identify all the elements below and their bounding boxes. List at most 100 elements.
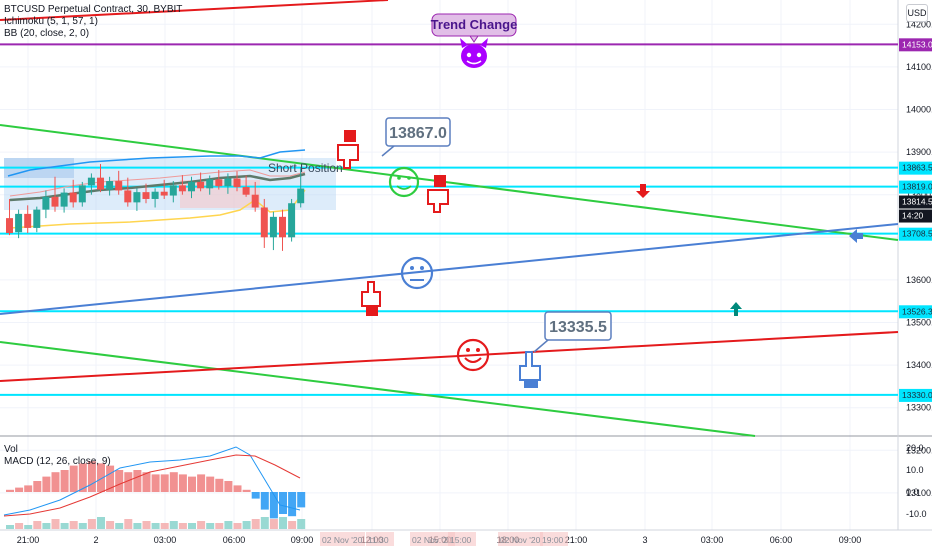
time-highlight-bg — [410, 532, 455, 546]
trendline-green-upper[interactable] — [0, 124, 899, 241]
candle-body — [178, 185, 186, 192]
volume-bar — [160, 523, 169, 529]
volume-bar — [60, 523, 69, 529]
volume-bar — [233, 523, 242, 529]
price-label-bg — [899, 305, 932, 319]
price-tick-label: 13800.0 — [906, 190, 932, 200]
macd-histogram-bar — [279, 492, 287, 514]
price-label: 14:20 — [902, 211, 924, 221]
macd-histogram-bar — [178, 474, 187, 492]
macd-histogram-bar — [69, 465, 78, 492]
trendline-red-bottom[interactable] — [0, 331, 899, 382]
candle-body — [6, 218, 13, 234]
time-highlight-bg — [540, 532, 568, 546]
candle-body — [60, 192, 68, 207]
macd-histogram-bar — [188, 476, 196, 492]
macd-histogram-bar — [288, 492, 297, 517]
candle-body — [169, 185, 177, 196]
price-label: 14153.0 — [902, 39, 932, 49]
macd-signal — [3, 454, 301, 517]
volume-bar — [51, 519, 60, 529]
callout-13335[interactable]: 13335.5 — [533, 311, 612, 353]
candle-body — [288, 203, 296, 238]
macd-histogram-bar — [78, 463, 87, 492]
macd-histogram-bar — [142, 472, 151, 492]
price-tick-label: 13200.0 — [906, 445, 932, 455]
time-highlight-label: 02 Nov '20 — [322, 535, 363, 545]
macd-histogram-bar — [233, 485, 242, 492]
price-tick-label: 14200.0 — [906, 19, 932, 29]
candle-body — [115, 181, 123, 191]
macd-histogram-bar — [124, 472, 133, 492]
candle-body — [206, 179, 214, 189]
volume-bar — [42, 523, 51, 529]
time-highlight-bg — [366, 532, 394, 546]
candle-body — [269, 216, 277, 238]
candle-body — [215, 179, 223, 187]
candle-body — [297, 188, 305, 204]
price-tick-label: 13500.0 — [906, 318, 932, 328]
volume-bar — [15, 523, 24, 529]
callout-13867-label: 13867.0 — [389, 125, 447, 142]
candle-body — [188, 181, 195, 192]
price-tick-label: 13600.0 — [906, 275, 932, 285]
hand-down-icon — [337, 130, 359, 169]
time-highlight-label: 02 Nov '20 — [412, 535, 453, 545]
time-highlight-label: 15:00 — [450, 535, 472, 545]
candle-body — [24, 213, 32, 228]
volume-bar — [242, 521, 251, 529]
bb-upper-band — [7, 149, 306, 177]
candle-body — [242, 187, 250, 195]
candle-body — [97, 177, 104, 190]
price-label: 13814.5 — [902, 197, 932, 207]
candle-body — [197, 181, 205, 189]
volume-bar — [106, 521, 115, 529]
candle-body — [224, 178, 232, 187]
volume-bar — [142, 521, 151, 529]
trendline-blue[interactable] — [0, 223, 899, 315]
neutral-face-icon — [400, 256, 434, 290]
chart-legend: BTCUSD Perpetual Contract, 30, BYBIT Ich… — [4, 4, 182, 40]
hand-up-icon — [361, 281, 381, 316]
trend-change-callout[interactable]: Trend Change — [431, 13, 518, 43]
time-highlight-bg — [448, 532, 476, 546]
price-label-bg — [899, 227, 932, 241]
price-label: 13819.0 — [902, 182, 932, 192]
volume-bar — [251, 519, 260, 529]
candle-body — [233, 178, 241, 188]
volume-bar — [269, 519, 278, 529]
macd-tick-label: 10.0 — [906, 465, 924, 475]
callout-13867[interactable]: 13867.0 — [381, 117, 451, 157]
macd-histogram-bar — [97, 463, 105, 492]
price-tick-label: 13900.0 — [906, 147, 932, 157]
time-highlight-bg — [498, 532, 543, 546]
grid — [0, 0, 898, 530]
macd-tick-label: -10.0 — [906, 509, 927, 519]
time-tick-label: 2 — [93, 535, 98, 545]
time-tick-label: 3 — [642, 535, 647, 545]
macd-histogram-bar — [133, 470, 142, 492]
volume-bar — [78, 523, 87, 529]
candle-body — [160, 191, 168, 196]
macd-histogram-bar — [160, 474, 169, 492]
trendline-green-lower[interactable] — [0, 341, 756, 437]
macd-histogram-bar — [224, 481, 233, 492]
macd-histogram-bar — [33, 481, 42, 492]
currency-button[interactable]: USD — [906, 4, 928, 22]
macd-histogram-bar — [169, 472, 178, 492]
volume-bar — [197, 521, 206, 529]
volume-bar — [33, 521, 42, 529]
candle-body — [42, 196, 50, 210]
price-axis: 14200.014100.014000.013900.013800.013700… — [899, 19, 932, 498]
macd-histogram-bar — [251, 492, 260, 499]
volume-bar — [188, 523, 196, 529]
candle-body — [133, 192, 141, 203]
volume-bar — [133, 523, 142, 529]
candle-body — [260, 207, 268, 238]
candle-body — [78, 185, 86, 203]
trendline-red-top[interactable] — [0, 0, 389, 21]
price-label: 13863.5 — [902, 163, 932, 173]
time-tick-label: 09:00 — [291, 535, 314, 545]
time-highlight-label: 11:30 — [368, 535, 389, 545]
time-highlight-label: 02 Nov '20 — [500, 535, 541, 545]
